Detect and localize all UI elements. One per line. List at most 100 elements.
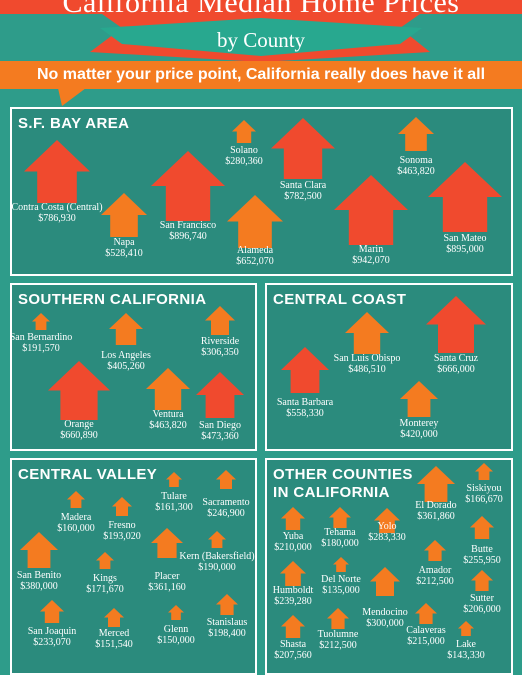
county-label-marin: Marin $942,070 <box>316 244 426 266</box>
county-label-butte: Butte $255,950 <box>427 544 522 566</box>
county-name: Orange <box>64 419 94 430</box>
county-price: $786,930 <box>38 213 76 224</box>
county-label-sonoma: Sonoma $463,820 <box>361 155 471 177</box>
county-name: Marin <box>358 244 384 255</box>
house-icon-marin <box>334 175 408 245</box>
county-label-placer: Placer $361,160 <box>112 571 222 593</box>
house-icon-butte <box>470 516 494 539</box>
county-label-alameda: Alameda $652,070 <box>200 245 310 267</box>
house-icon-humboldt <box>280 561 306 586</box>
house-icon-kings <box>96 552 114 569</box>
county-label-tehama: Tehama $180,000 <box>285 527 395 549</box>
county-price: $233,070 <box>33 637 71 648</box>
county-price: $193,020 <box>103 531 141 542</box>
county-price: $652,070 <box>236 256 274 267</box>
county-price: $150,000 <box>157 635 195 646</box>
region-title-sf-bay-area: S.F. BAY AREA <box>18 115 130 132</box>
county-name: Shasta <box>279 639 307 650</box>
house-icon-santa-barbara <box>281 347 329 393</box>
county-name: San Bernardino <box>9 332 73 343</box>
house-icon-alameda <box>227 195 283 248</box>
county-label-shasta: Shasta $207,560 <box>238 639 348 661</box>
house-icon-lake <box>458 621 474 636</box>
house-icon-riverside <box>205 306 235 335</box>
region-other-counties <box>265 458 513 675</box>
county-price: $666,000 <box>437 364 475 375</box>
county-label-san-benito: San Benito $380,000 <box>0 570 94 592</box>
house-icon-del-norte <box>333 557 349 572</box>
county-price: $306,350 <box>201 347 239 358</box>
county-name: Madera <box>60 512 92 523</box>
county-price: $135,000 <box>322 585 360 596</box>
county-name: Butte <box>471 544 493 555</box>
county-label-kern-bakersfield: Kern (Bakersfield) $190,000 <box>162 551 272 573</box>
house-icon-orange <box>48 361 110 420</box>
county-label-orange: Orange $660,890 <box>24 419 134 441</box>
county-price: $239,280 <box>274 596 312 607</box>
county-price: $895,000 <box>446 244 484 255</box>
county-name: San Mateo <box>443 233 487 244</box>
house-icon-stanislaus <box>216 594 238 615</box>
county-price: $160,000 <box>57 523 95 534</box>
county-price: $283,330 <box>368 532 406 543</box>
county-price: $558,330 <box>286 408 324 419</box>
county-price: $161,300 <box>155 502 193 513</box>
region-title-central-coast: CENTRAL COAST <box>273 291 407 308</box>
county-label-santa-clara: Santa Clara $782,500 <box>248 180 358 202</box>
county-name: Santa Barbara <box>276 397 334 408</box>
county-name: San Luis Obispo <box>333 353 401 364</box>
county-name: Alameda <box>236 245 274 256</box>
county-name: Siskiyou <box>466 483 502 494</box>
county-name: Fresno <box>108 520 136 531</box>
county-name: San Francisco <box>159 220 217 231</box>
house-icon-merced <box>104 608 124 627</box>
county-price: $190,000 <box>198 562 236 573</box>
house-icon-glenn <box>168 605 184 620</box>
house-icon-santa-cruz <box>426 296 486 353</box>
county-price: $171,670 <box>86 584 124 595</box>
county-label-mendocino: Mendocino $300,000 <box>330 607 440 629</box>
county-price: $660,890 <box>60 430 98 441</box>
county-name: Tulare <box>161 491 187 502</box>
house-icon-mendocino <box>370 567 400 596</box>
county-price: $151,540 <box>95 639 133 650</box>
house-icon-san-benito <box>20 532 58 568</box>
county-price: $463,820 <box>149 420 187 431</box>
county-label-humboldt: Humboldt $239,280 <box>238 585 348 607</box>
county-label-san-bernardino: San Bernardino $191,570 <box>0 332 96 354</box>
county-price: $300,000 <box>366 618 404 629</box>
county-label-del-norte: Del Norte $135,000 <box>286 574 396 596</box>
county-price: $782,500 <box>284 191 322 202</box>
county-price: $191,570 <box>22 343 60 354</box>
county-name: Calaveras <box>406 625 446 636</box>
county-label-siskiyou: Siskiyou $166,670 <box>429 483 522 505</box>
county-label-san-luis-obispo: San Luis Obispo $486,510 <box>312 353 422 375</box>
county-label-tulare: Tulare $161,300 <box>119 491 229 513</box>
county-label-yolo: Yolo $283,330 <box>332 521 442 543</box>
county-name: Los Angeles <box>101 350 151 361</box>
county-price: $212,500 <box>319 640 357 651</box>
header-ribbon-shape <box>0 0 522 62</box>
house-icon-san-francisco <box>151 151 225 221</box>
county-name: Santa Cruz <box>433 353 479 364</box>
county-price: $215,000 <box>407 636 445 647</box>
region-title-southern-california: SOUTHERN CALIFORNIA <box>18 291 207 308</box>
region-central-valley <box>10 458 257 675</box>
county-price: $380,000 <box>20 581 58 592</box>
county-label-fresno: Fresno $193,020 <box>67 520 177 542</box>
county-label-ventura: Ventura $463,820 <box>113 409 223 431</box>
county-label-kings: Kings $171,670 <box>50 573 160 595</box>
county-price: $486,510 <box>348 364 386 375</box>
house-icon-contra-costa-central <box>24 140 90 203</box>
house-icon-amador <box>424 540 446 561</box>
county-name: Del Norte <box>321 574 361 585</box>
house-icon-tuolumne <box>327 608 349 629</box>
house-icon-kern-bakersfield <box>208 531 226 548</box>
county-label-stanislaus: Stanislaus $198,400 <box>172 617 282 639</box>
house-icon-san-joaquin <box>40 600 64 623</box>
house-icon-madera <box>67 491 85 508</box>
house-icon-napa <box>101 193 147 237</box>
county-label-merced: Merced $151,540 <box>59 628 169 650</box>
county-label-santa-barbara: Santa Barbara $558,330 <box>250 397 360 419</box>
county-name: Mendocino <box>362 607 408 618</box>
